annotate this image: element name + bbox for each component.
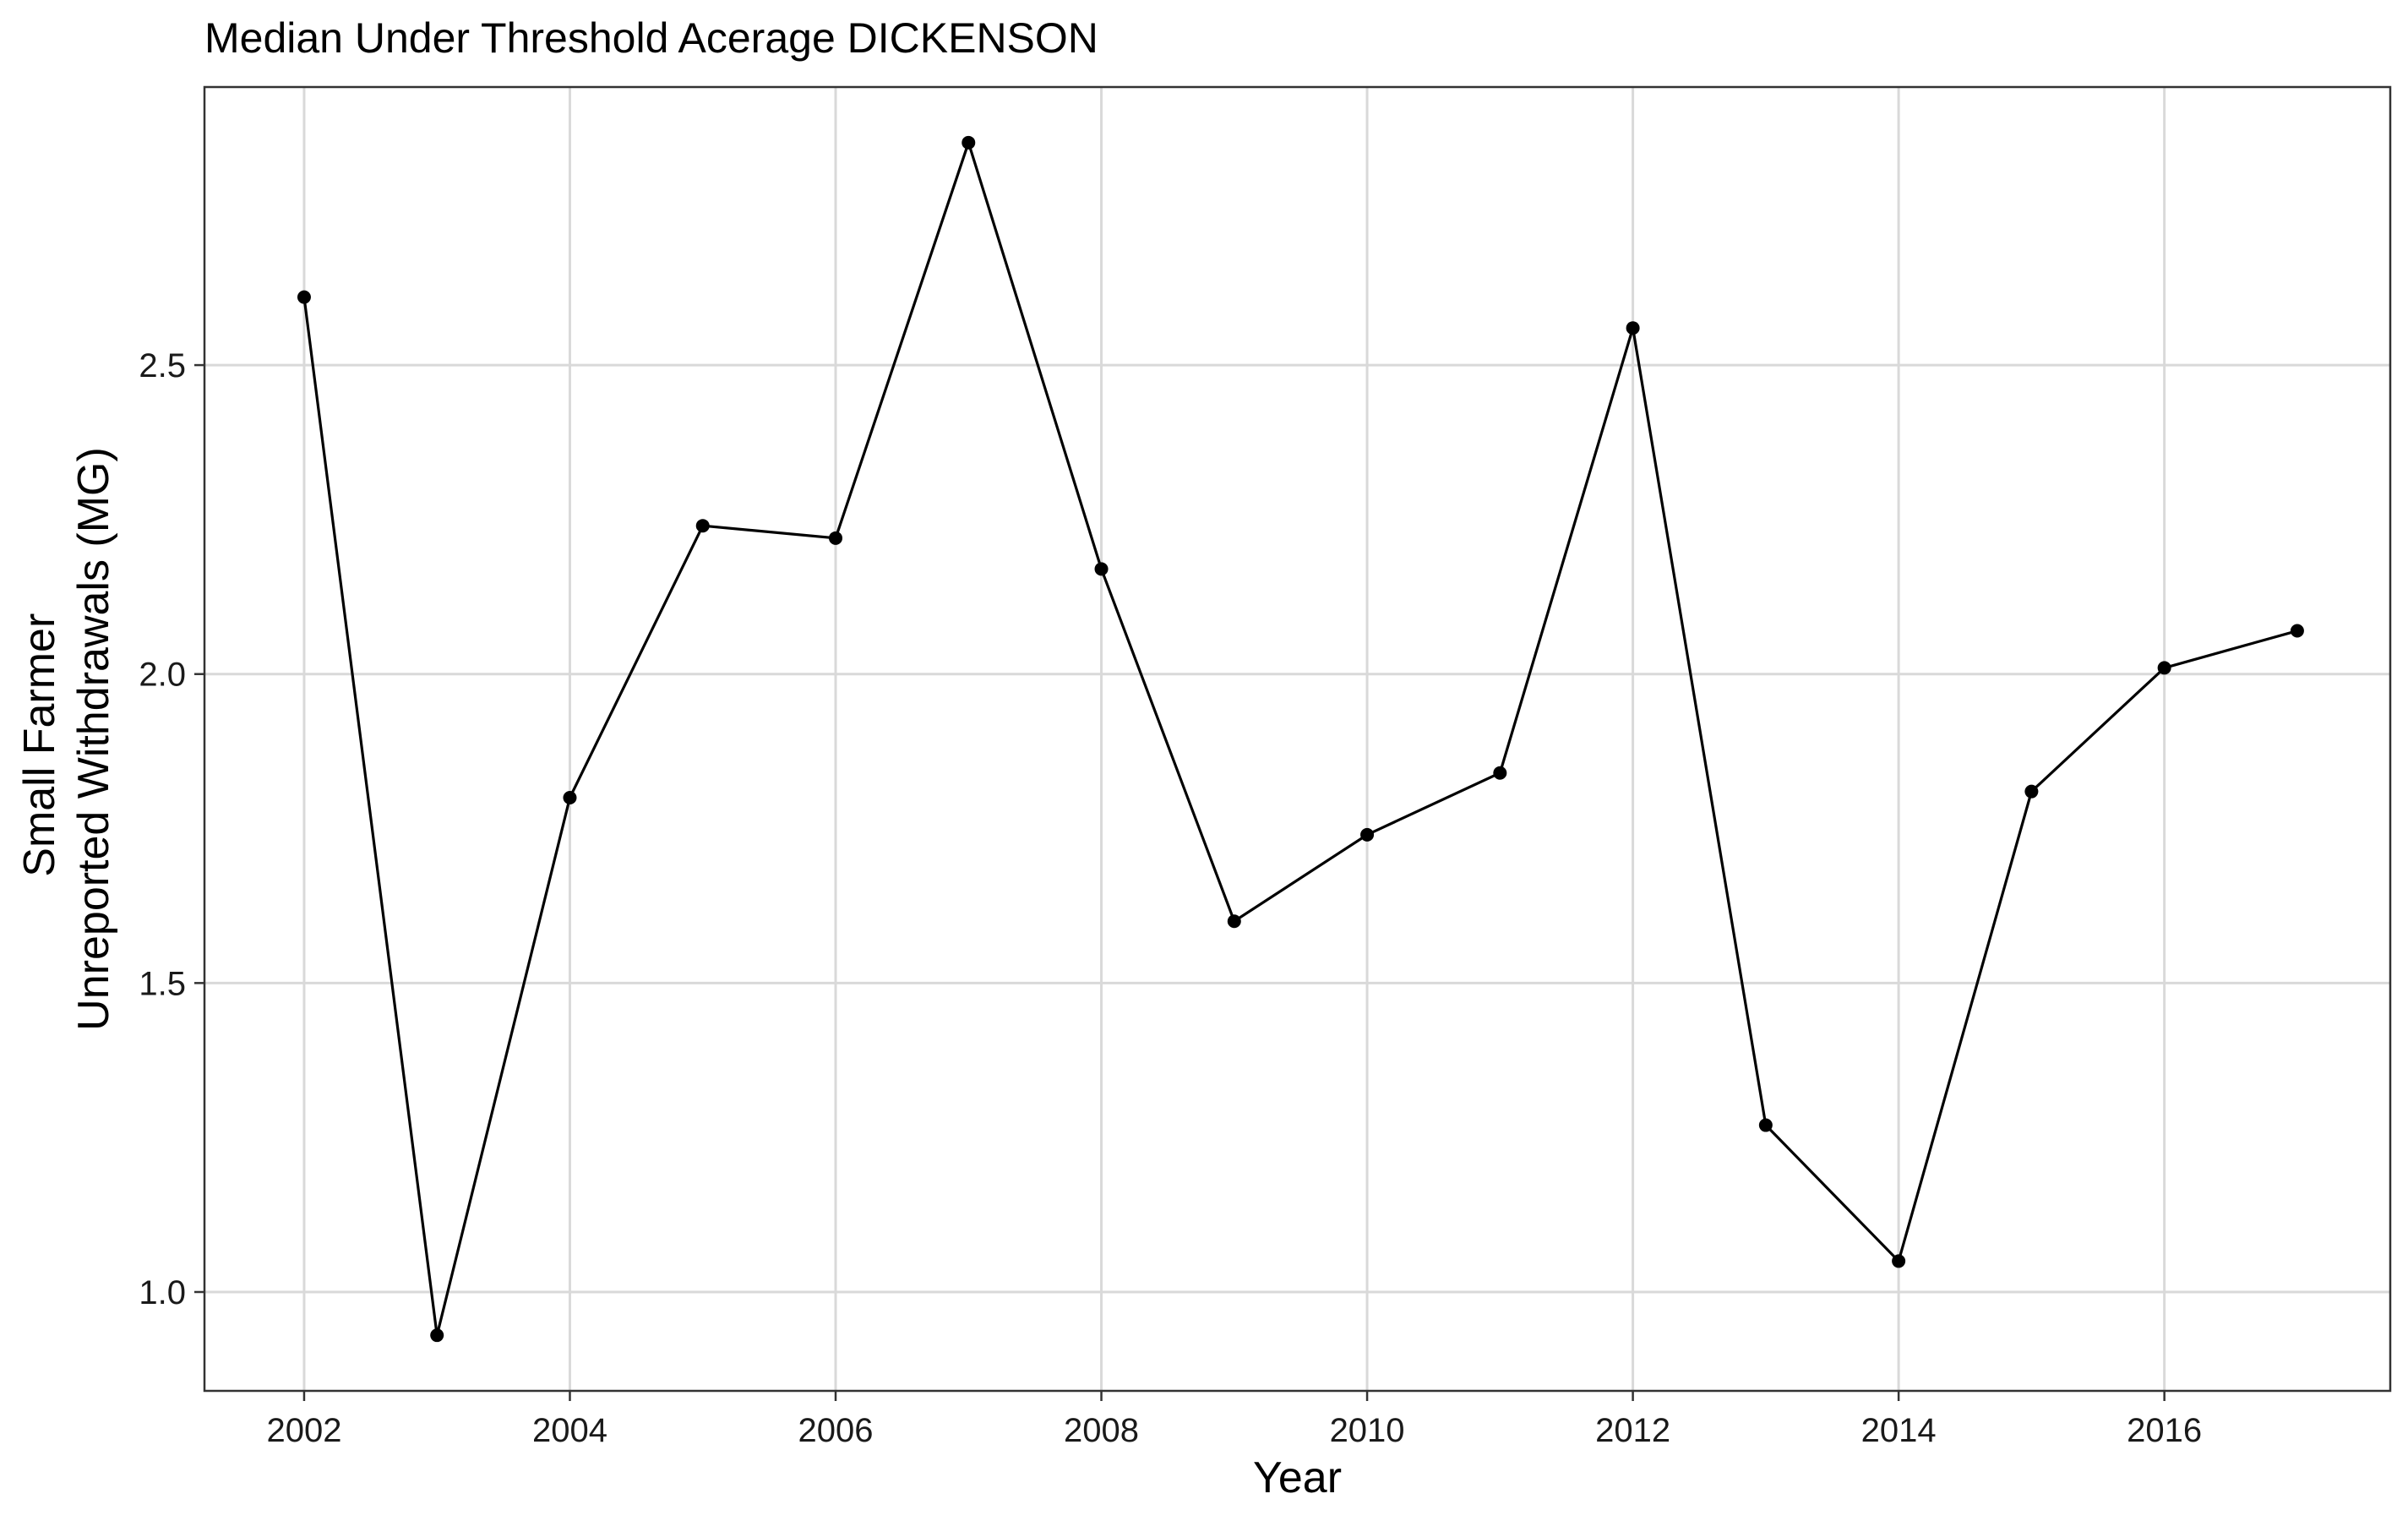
data-point — [695, 519, 710, 533]
grid-lines — [204, 87, 2390, 1391]
y-axis: 1.0 1.5 2.0 2.5 — [139, 347, 204, 1311]
y-axis-title: Small Farmer Unreported Withdrawals (MG) — [15, 447, 118, 1031]
series-line — [302, 138, 2298, 1336]
data-point — [1626, 321, 1640, 335]
data-point — [563, 790, 577, 804]
y-axis-title-line-2: Unreported Withdrawals (MG) — [69, 447, 118, 1031]
chart-title: Median Under Threshold Acerage DICKENSON — [204, 14, 1098, 62]
x-axis: 2002 2004 2006 2008 2010 2012 2014 2016 — [266, 1391, 2202, 1449]
x-tick-label: 2004 — [532, 1412, 607, 1449]
data-point — [1493, 766, 1507, 780]
y-tick-label: 1.0 — [139, 1274, 186, 1311]
y-axis-title-line-1: Small Farmer — [15, 613, 64, 877]
plot-panel-border — [203, 85, 2392, 1393]
x-tick-label: 2006 — [798, 1412, 874, 1449]
y-tick-label: 1.5 — [139, 965, 186, 1002]
x-tick-label: 2008 — [1064, 1412, 1139, 1449]
data-point — [2290, 624, 2304, 638]
x-tick-label: 2016 — [2127, 1412, 2202, 1449]
data-point — [430, 1328, 444, 1343]
data-point — [1227, 914, 1241, 929]
data-point — [1360, 827, 1375, 842]
data-point — [1892, 1254, 1906, 1268]
data-point — [962, 135, 976, 150]
data-point — [2024, 784, 2039, 799]
x-tick-label: 2012 — [1595, 1412, 1670, 1449]
series-layer — [297, 135, 2304, 1343]
data-point — [2157, 661, 2171, 675]
data-point — [297, 290, 311, 304]
data-point — [1094, 562, 1109, 576]
data-point — [1758, 1118, 1773, 1132]
x-tick-label: 2002 — [266, 1412, 341, 1449]
x-tick-label: 2014 — [1861, 1412, 1937, 1449]
x-tick-label: 2010 — [1330, 1412, 1405, 1449]
data-point — [829, 531, 843, 545]
y-tick-label: 2.5 — [139, 347, 186, 384]
y-tick-label: 2.0 — [139, 657, 186, 694]
x-axis-title: Year — [1253, 1453, 1342, 1502]
